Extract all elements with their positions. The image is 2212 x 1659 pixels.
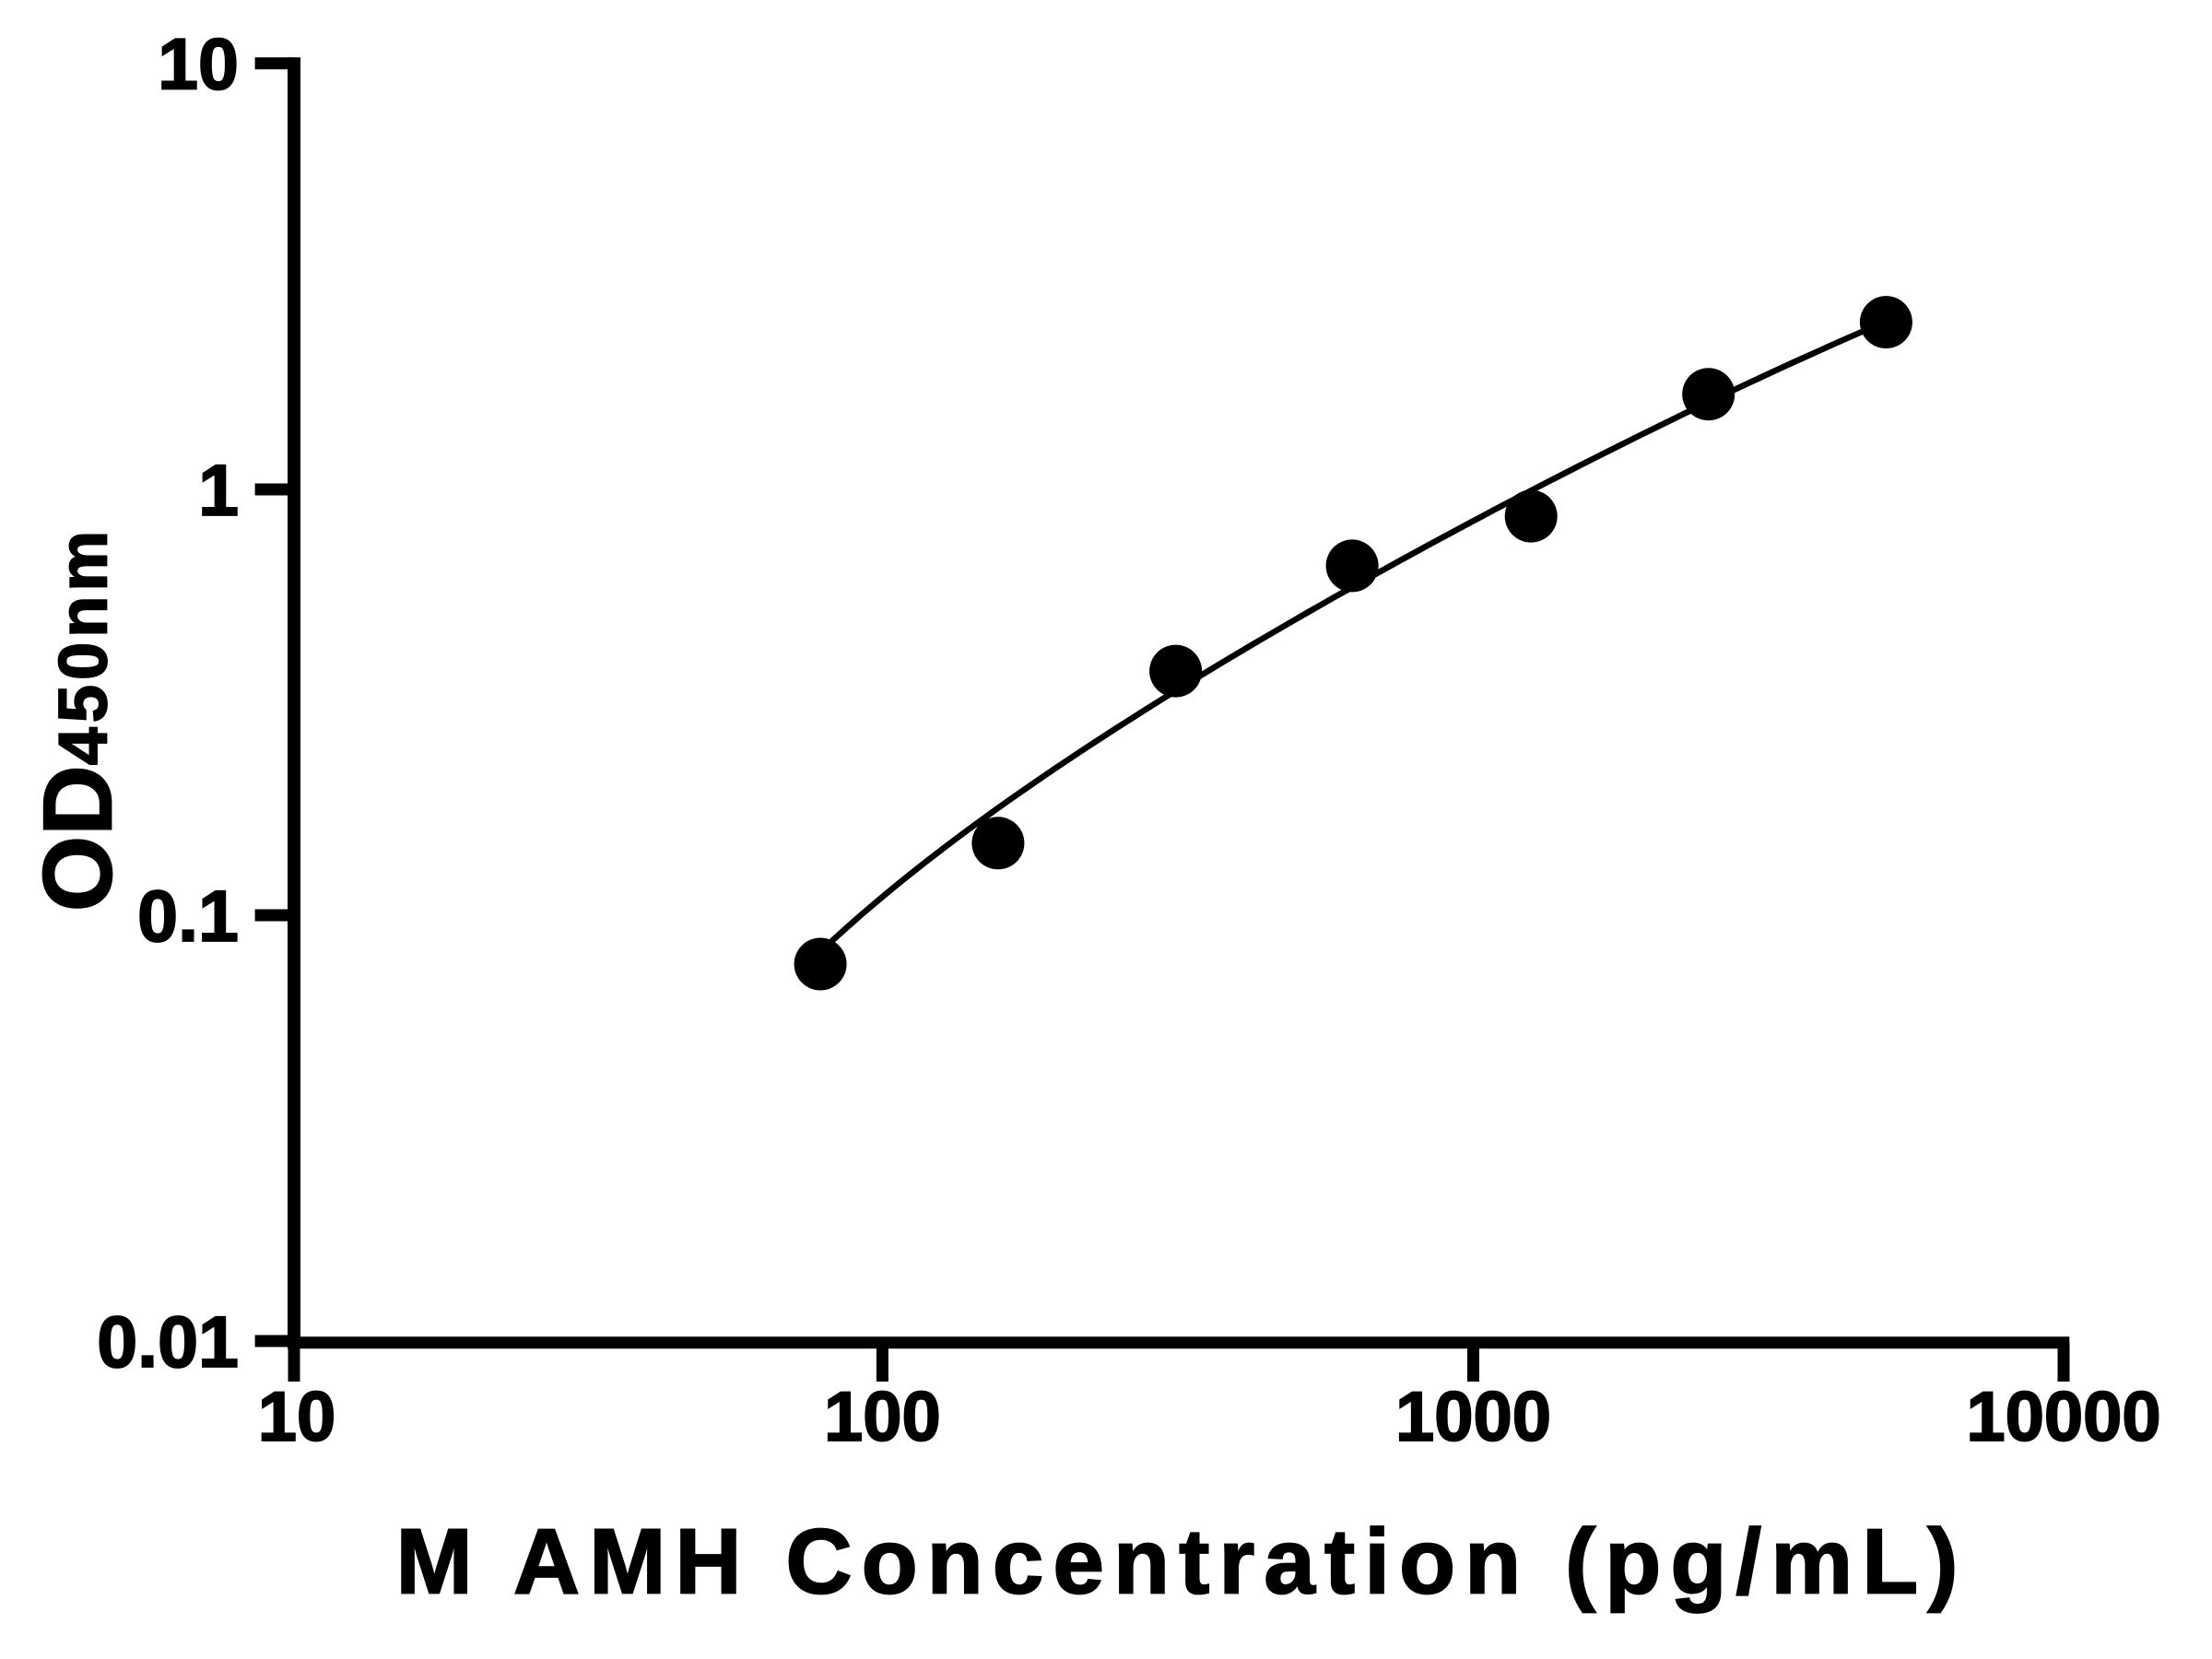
svg-text:10: 10 <box>258 1378 336 1456</box>
svg-text:10000: 10000 <box>1966 1378 2160 1456</box>
svg-text:1: 1 <box>198 449 239 531</box>
svg-text:0.1: 0.1 <box>137 875 239 957</box>
svg-text:10: 10 <box>158 23 239 105</box>
svg-text:0.01: 0.01 <box>97 1300 239 1382</box>
svg-text:M AMH Concentration (pg/mL): M AMH Concentration (pg/mL) <box>395 1510 1967 1613</box>
svg-text:OD450nm: OD450nm <box>24 526 133 912</box>
svg-text:100: 100 <box>824 1378 941 1456</box>
svg-text:1000: 1000 <box>1395 1378 1551 1456</box>
